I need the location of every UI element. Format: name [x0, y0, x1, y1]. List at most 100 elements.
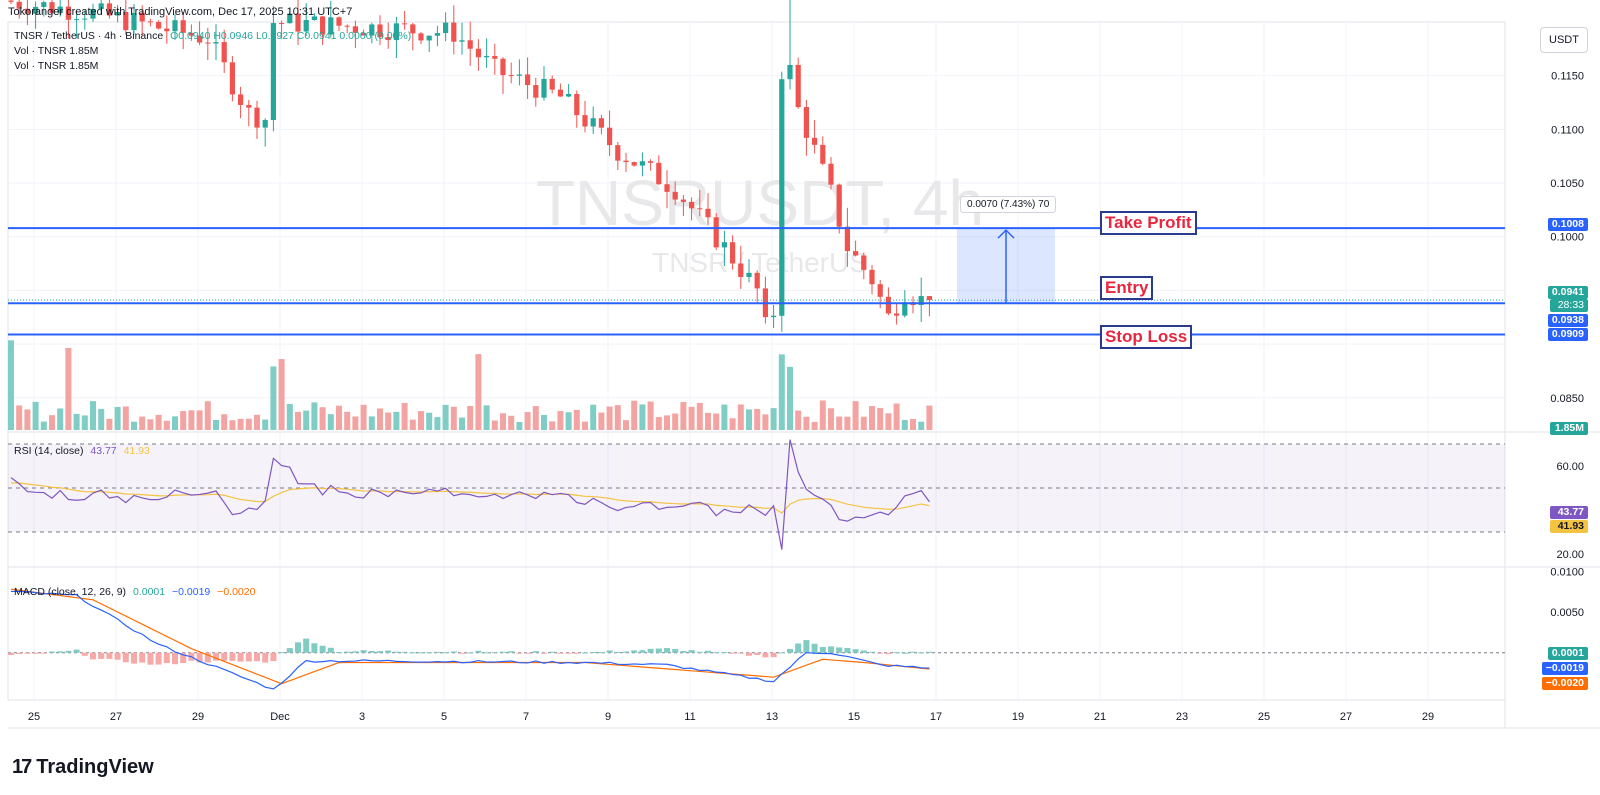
candle-body: [869, 269, 875, 285]
volume-bar: [401, 402, 408, 430]
candle-body: [902, 302, 908, 316]
macd-histogram-bar: [721, 651, 728, 653]
price-tick-label: 0.1000: [1550, 232, 1584, 244]
macd-histogram-bar: [836, 647, 843, 653]
stop-price-tag: 0.0909: [1547, 328, 1588, 341]
volume-bar: [926, 405, 933, 430]
candle-body: [336, 17, 342, 26]
volume-bar: [614, 405, 621, 430]
macd-histogram-bar: [229, 652, 236, 661]
take-profit-label[interactable]: Take Profit: [1100, 211, 1197, 235]
macd-histogram-bar: [385, 650, 392, 653]
volume-bar: [852, 401, 859, 430]
grid-lines: [8, 22, 1505, 700]
volume-bar: [811, 421, 818, 430]
macd-histogram-bar: [910, 651, 916, 653]
volume-bar: [262, 419, 269, 430]
macd-histogram-bar: [623, 651, 629, 653]
candle-body: [33, 6, 39, 14]
candle-body: [598, 118, 604, 128]
macd-histogram-bar: [614, 651, 621, 653]
macd-histogram-bar: [573, 652, 580, 654]
time-tick-label: 21: [1094, 711, 1106, 723]
volume-bar: [754, 409, 761, 430]
candle-body: [894, 313, 900, 316]
macd-tick-label: 0.0050: [1550, 607, 1584, 619]
volume-bar: [516, 421, 523, 430]
candle-body: [188, 32, 194, 36]
candle-body: [648, 161, 654, 163]
macd-histogram-bar: [844, 647, 851, 653]
currency-button[interactable]: USDT: [1540, 27, 1588, 53]
volume-bar: [327, 414, 334, 430]
macd-histogram-bar: [98, 652, 105, 659]
macd-histogram-bar: [73, 649, 80, 653]
volume-bar: [426, 412, 433, 430]
candle-body: [115, 11, 121, 16]
macd-histogram-bar: [778, 652, 785, 654]
macd-histogram-bar: [819, 647, 826, 653]
rsi-pane: 60.00 20.00: [8, 439, 1584, 561]
rsi-legend: RSI (14, close) 43.77 41.93: [14, 445, 150, 457]
candle-body: [287, 13, 293, 24]
candle-body: [680, 199, 686, 202]
chart-credit: Tokoranger created with TradingView.com,…: [8, 6, 353, 18]
candle-body: [508, 75, 514, 77]
macd-histogram-bar: [368, 650, 375, 653]
macd-histogram-bar: [16, 652, 23, 655]
volume-bar: [901, 419, 908, 430]
volume-bar: [491, 420, 498, 430]
macd-histogram-bar: [360, 650, 367, 653]
candle-body: [656, 162, 662, 185]
macd-histogram-bar: [852, 649, 859, 653]
volume-bar: [442, 404, 449, 430]
volume-bar: [245, 418, 252, 430]
volume-bar: [434, 417, 441, 430]
volume-bar: [24, 409, 31, 430]
time-tick-label: 29: [192, 711, 204, 723]
macd-histogram-bar: [795, 643, 802, 653]
candle-body: [533, 85, 539, 98]
volume-bar: [139, 416, 146, 430]
macd-histogram-bar: [918, 652, 925, 654]
macd-histogram-bar: [352, 651, 359, 653]
candle-body: [320, 16, 326, 35]
candle-body: [213, 42, 219, 44]
candle-body: [254, 107, 260, 128]
macd-histogram-bar: [409, 652, 416, 654]
macd-pane: 0.0100 0.0050: [8, 566, 1584, 690]
macd-histogram-bar: [155, 652, 162, 665]
macd-line-value: −0.0019: [172, 586, 211, 598]
candle-body: [123, 11, 129, 31]
candle-body: [344, 25, 350, 27]
candle-body: [156, 21, 162, 29]
tradingview-logo[interactable]: 17 TradingView: [12, 756, 154, 779]
volume-bar: [90, 401, 96, 430]
stop-loss-label[interactable]: Stop Loss: [1100, 325, 1193, 349]
macd-histogram-bar: [475, 650, 482, 653]
candle-body: [279, 23, 285, 25]
time-axis: 25 27 29 Dec 3 5 7 9 11 13 15 17 19 21 23 25 27 29: [28, 711, 1434, 723]
candle-body: [877, 284, 883, 297]
volume-bar: [385, 412, 392, 430]
candle-body: [631, 162, 637, 166]
candle-body: [311, 16, 317, 21]
candle-body: [90, 8, 96, 19]
volume-bar: [688, 406, 695, 430]
volume-bar: [311, 402, 318, 430]
volume-bar: [344, 411, 351, 430]
candle-body: [352, 26, 358, 33]
macd-histogram-bar: [459, 652, 465, 654]
volume-bar: [213, 420, 219, 430]
entry-label[interactable]: Entry: [1100, 276, 1154, 300]
macd-histogram-bar: [696, 651, 703, 653]
time-tick-label: 13: [766, 711, 778, 723]
macd-histogram-bar: [877, 652, 884, 654]
candle-body: [270, 23, 276, 121]
candle-body: [131, 12, 137, 31]
volume-bar: [40, 421, 47, 430]
volume-bar: [270, 366, 277, 430]
